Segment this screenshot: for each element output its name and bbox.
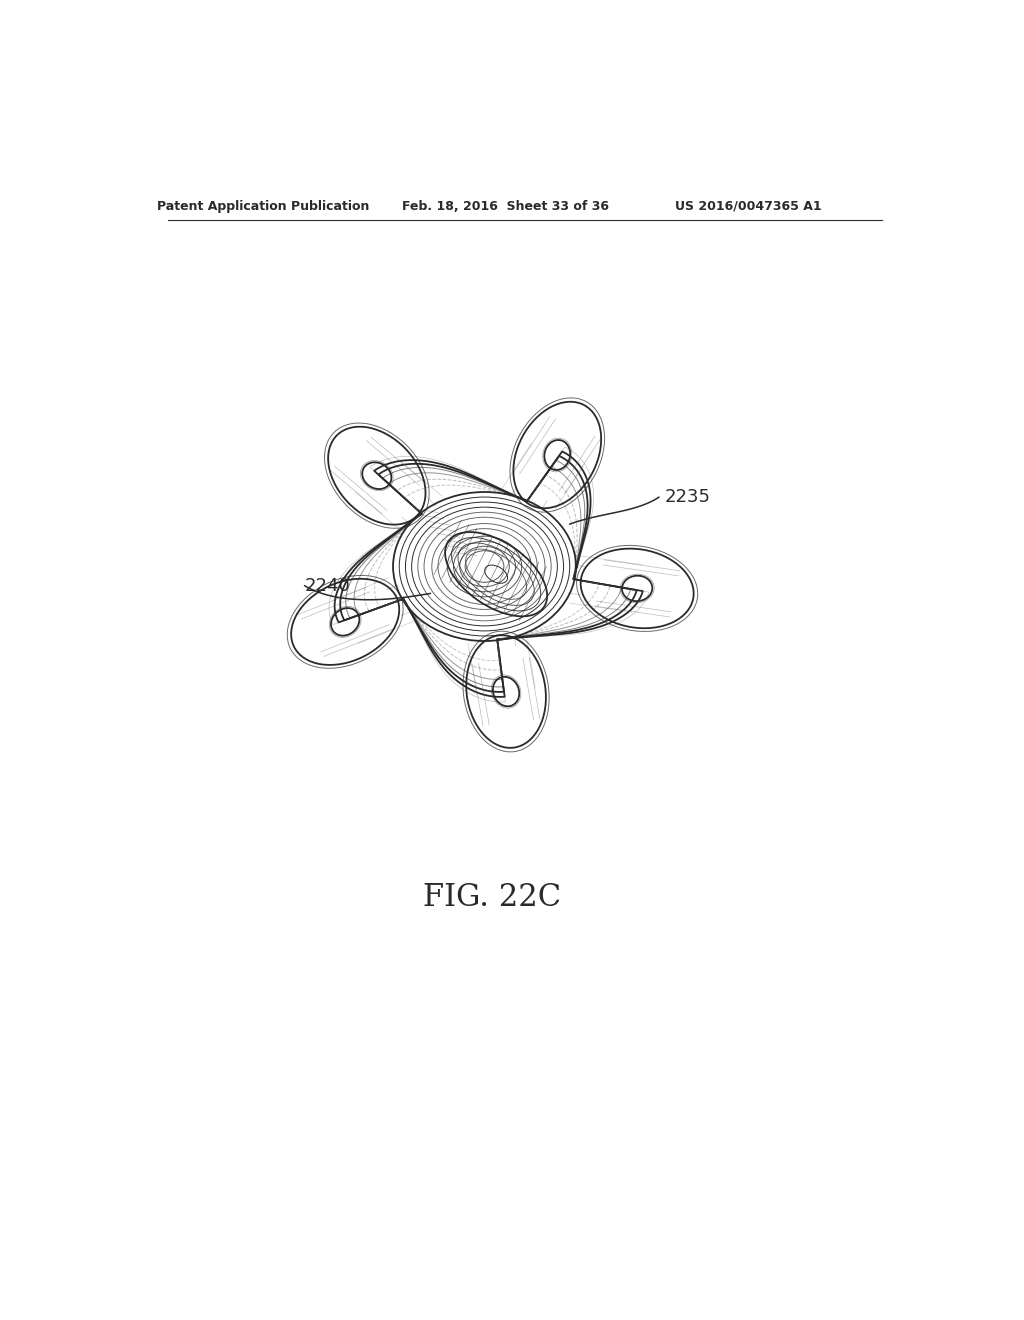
Text: 2240: 2240 (305, 577, 350, 595)
Text: Patent Application Publication: Patent Application Publication (158, 199, 370, 213)
Text: FIG. 22C: FIG. 22C (423, 882, 561, 913)
Text: Feb. 18, 2016  Sheet 33 of 36: Feb. 18, 2016 Sheet 33 of 36 (402, 199, 609, 213)
Text: US 2016/0047365 A1: US 2016/0047365 A1 (675, 199, 821, 213)
Text: 2235: 2235 (665, 488, 711, 506)
